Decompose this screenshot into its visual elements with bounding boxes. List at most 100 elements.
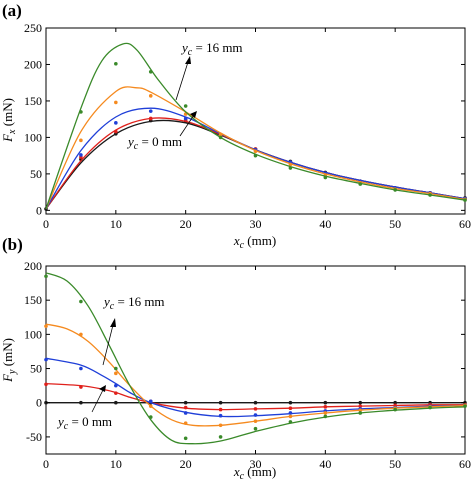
data-point-b-1-4: [183, 405, 188, 410]
data-point-b-2-2: [114, 383, 118, 388]
annotation-b-top-rest: = 16 mm: [114, 294, 164, 309]
x-axis-title-a-main: x: [233, 233, 240, 248]
y-axis-title-a-main: F: [0, 133, 15, 143]
data-point-b-4-4: [183, 436, 188, 441]
data-point-b-1-1: [79, 385, 83, 389]
data-point-a-2-0: [79, 153, 83, 157]
data-point-b-4-7: [288, 420, 293, 424]
series-group-b: [44, 272, 467, 445]
y-tick-label-a-0: 0: [36, 203, 42, 217]
annotation-a-bottom: yc = 0 mm: [126, 134, 182, 152]
data-point-a-2-1: [114, 121, 118, 125]
series-line-a-0: [45, 119, 466, 210]
annotation-a-bottom-main: y: [126, 134, 134, 149]
annotation-arrow-a-bottom: [179, 114, 195, 137]
annotation-arrow-a-top: [175, 61, 189, 101]
data-point-a-4-4: [218, 135, 223, 140]
data-point-a-3-6: [288, 162, 293, 167]
data-point-a-3-4: [218, 132, 223, 137]
y-tick-label-a-5: 250: [24, 21, 42, 35]
x-tick-label-b-3: 30: [250, 457, 262, 471]
data-point-a-4-3: [183, 104, 188, 108]
x-axis-title-a: xc (mm): [233, 233, 276, 251]
data-point-a-2-3: [183, 116, 188, 121]
series-line-a-3: [45, 86, 466, 210]
x-tick-label-b-2: 20: [180, 457, 192, 471]
x-tick-label-b-4: 40: [319, 457, 331, 471]
annotation-b-bottom-sub: c: [64, 421, 69, 432]
y-axis-title-a-unit: (mN): [0, 98, 15, 129]
data-point-b-1-5: [218, 407, 223, 412]
y-tick-label-a-2: 100: [24, 130, 42, 144]
series-line-b-4: [45, 272, 466, 445]
data-point-a-4-6: [288, 166, 293, 170]
annotation-a-top-rest: = 16 mm: [192, 40, 242, 55]
data-point-a-4-9: [393, 188, 397, 192]
data-point-b-0-10: [393, 400, 397, 405]
annotation-arrowhead-b-top: [110, 318, 116, 327]
annotation-b-top: yc = 16 mm: [102, 294, 165, 312]
data-point-b-3-7: [288, 414, 293, 419]
annotation-b-top-main: y: [102, 294, 110, 309]
data-point-b-2-1: [79, 366, 83, 371]
y-axis-title-b-sub: y: [7, 369, 18, 375]
data-point-b-3-5: [218, 423, 223, 428]
data-point-a-1-2: [148, 116, 153, 121]
data-point-b-0-4: [183, 400, 188, 405]
annotation-a-top-main: y: [180, 40, 188, 55]
data-point-b-2-5: [218, 413, 223, 418]
x-tick-label-b-6: 60: [459, 457, 471, 471]
data-point-b-0-8: [323, 400, 328, 405]
data-point-a-3-2: [148, 94, 153, 98]
x-tick-label-a-2: 20: [180, 217, 192, 231]
y-tick-label-b-0: -50: [26, 430, 42, 444]
x-axis-title-b-main: x: [233, 464, 240, 479]
y-tick-label-a-1: 50: [30, 167, 42, 181]
y-axis-title-a: Fx (mN): [0, 98, 18, 143]
data-point-a-4-11: [463, 198, 467, 202]
x-tick-label-a-6: 60: [459, 217, 471, 231]
y-axis-title-b: Fy (mN): [0, 338, 18, 383]
data-point-b-3-2: [114, 371, 118, 376]
data-point-b-2-7: [288, 411, 293, 415]
data-point-b-3-4: [183, 421, 188, 426]
data-point-b-4-8: [323, 414, 328, 419]
series-line-a-1: [45, 117, 466, 210]
x-tick-label-b-1: 10: [110, 457, 122, 471]
x-axis-title-b-unit: (mm): [244, 464, 276, 479]
data-point-b-0-7: [288, 400, 293, 405]
y-tick-label-b-1: 0: [36, 396, 42, 410]
panel-label-a: (a): [2, 1, 22, 20]
data-point-b-4-9: [358, 411, 363, 415]
series-line-b-1: [45, 382, 466, 411]
y-axis-title-b-unit: (mN): [0, 338, 15, 369]
panel-label-b: (b): [2, 235, 23, 254]
annotation-b-bottom-rest: = 0 mm: [68, 414, 112, 429]
data-point-a-4-8: [358, 182, 363, 186]
annotation-arrowhead-b-bottom: [99, 385, 106, 392]
data-point-b-4-11: [428, 405, 432, 410]
x-tick-label-a-3: 30: [250, 217, 262, 231]
data-point-a-4-1: [114, 61, 118, 66]
x-tick-label-b-0: 0: [43, 457, 49, 471]
y-tick-label-b-2: 50: [30, 362, 42, 376]
y-tick-label-b-3: 100: [24, 327, 42, 341]
data-point-b-0-1: [79, 400, 83, 405]
x-tick-label-a-0: 0: [43, 217, 49, 231]
annotation-arrowhead-a-bottom: [190, 111, 197, 118]
data-point-a-1-1: [114, 129, 118, 134]
data-point-b-1-0: [44, 382, 48, 387]
data-point-b-4-2: [114, 366, 118, 371]
data-point-a-4-10: [428, 193, 432, 197]
data-point-b-3-0: [44, 324, 48, 328]
data-point-b-3-6: [253, 419, 258, 423]
x-tick-label-a-4: 40: [319, 217, 331, 231]
y-axis-title-b-main: F: [0, 373, 15, 383]
series-line-a-2: [45, 107, 466, 210]
x-axis-title-a-unit: (mm): [244, 233, 276, 248]
data-point-b-3-8: [323, 411, 328, 415]
data-point-a-3-5: [253, 149, 258, 154]
data-point-b-0-6: [253, 400, 258, 405]
